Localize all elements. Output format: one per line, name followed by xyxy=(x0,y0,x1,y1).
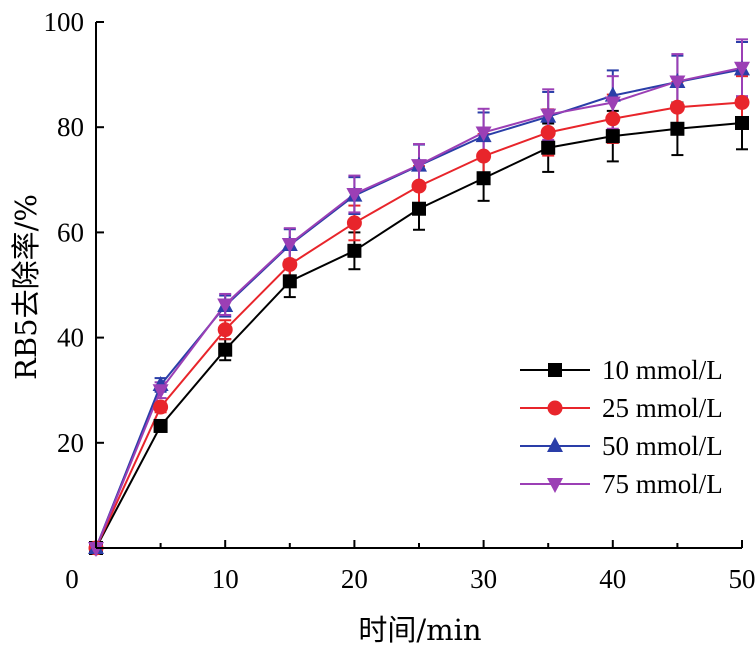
data-point-75-5 xyxy=(411,159,427,175)
y-axis-title: RB5去除率/% xyxy=(9,194,43,380)
series-markers xyxy=(88,60,750,557)
x-tick-label-10: 10 xyxy=(212,564,239,594)
data-point-75-9 xyxy=(669,75,686,91)
data-point-10-5 xyxy=(412,201,426,216)
legend-entry-75: 75 mmol/L xyxy=(520,469,723,499)
legend-label-50: 50 mmol/L xyxy=(602,431,723,461)
y-tick-label-60: 60 xyxy=(57,217,84,247)
data-point-25-3 xyxy=(282,256,298,272)
y-tick-label-100: 100 xyxy=(44,7,85,37)
data-point-75-0 xyxy=(88,542,104,557)
x-tick-label-50: 50 xyxy=(729,564,756,594)
legend-entry-50: 50 mmol/L xyxy=(520,431,723,461)
y-tick-label-40: 40 xyxy=(57,323,84,353)
legend-label-10: 10 mmol/L xyxy=(602,355,723,385)
data-point-25-4 xyxy=(346,215,362,231)
data-point-10-2 xyxy=(218,342,233,357)
legend-marker-25 xyxy=(547,400,563,416)
legend-entry-10: 10 mmol/L xyxy=(520,355,723,385)
data-point-25-2 xyxy=(217,322,233,338)
data-point-75-1 xyxy=(152,384,169,400)
data-point-75-7 xyxy=(540,108,557,124)
data-point-75-4 xyxy=(346,188,363,204)
data-point-10-6 xyxy=(476,171,491,186)
data-point-10-7 xyxy=(541,140,556,155)
legend-marker-75 xyxy=(547,478,563,493)
y-tick-label-20: 20 xyxy=(57,428,84,458)
data-point-25-6 xyxy=(476,148,492,164)
legend-label-75: 75 mmol/L xyxy=(602,469,723,499)
data-point-25-8 xyxy=(605,111,621,127)
data-point-75-6 xyxy=(475,126,492,142)
origin-label: 0 xyxy=(65,564,79,594)
axes xyxy=(95,21,743,549)
y-tick-label-80: 80 xyxy=(57,112,84,142)
data-point-10-1 xyxy=(153,418,168,433)
x-tick-label-40: 40 xyxy=(599,564,626,594)
data-point-10-8 xyxy=(605,129,620,144)
data-point-75-8 xyxy=(604,96,621,112)
data-point-75-2 xyxy=(217,298,234,314)
legend-entry-25: 25 mmol/L xyxy=(520,393,723,423)
x-tick-label-30: 30 xyxy=(470,564,497,594)
data-point-10-10 xyxy=(735,115,749,130)
data-point-25-10 xyxy=(734,94,750,110)
data-point-10-9 xyxy=(670,121,685,136)
legend-marker-10 xyxy=(548,363,562,377)
data-point-25-7 xyxy=(540,124,556,140)
data-point-25-9 xyxy=(669,99,685,115)
data-point-75-3 xyxy=(281,237,298,253)
x-tick-label-20: 20 xyxy=(341,564,368,594)
x-axis-title: 时间/min xyxy=(358,613,481,647)
data-point-10-3 xyxy=(282,274,297,289)
legend: 10 mmol/L 25 mmol/L 50 mmol/L 75 mmol/L xyxy=(520,355,723,499)
tick-labels: 20 40 60 80 100 10 20 30 40 50 0 xyxy=(44,7,756,594)
data-point-25-5 xyxy=(411,178,427,194)
data-point-25-1 xyxy=(153,399,169,415)
legend-marker-50 xyxy=(547,437,563,452)
legend-label-25: 25 mmol/L xyxy=(602,393,723,423)
data-point-10-4 xyxy=(347,243,362,258)
data-point-75-10 xyxy=(734,61,750,77)
